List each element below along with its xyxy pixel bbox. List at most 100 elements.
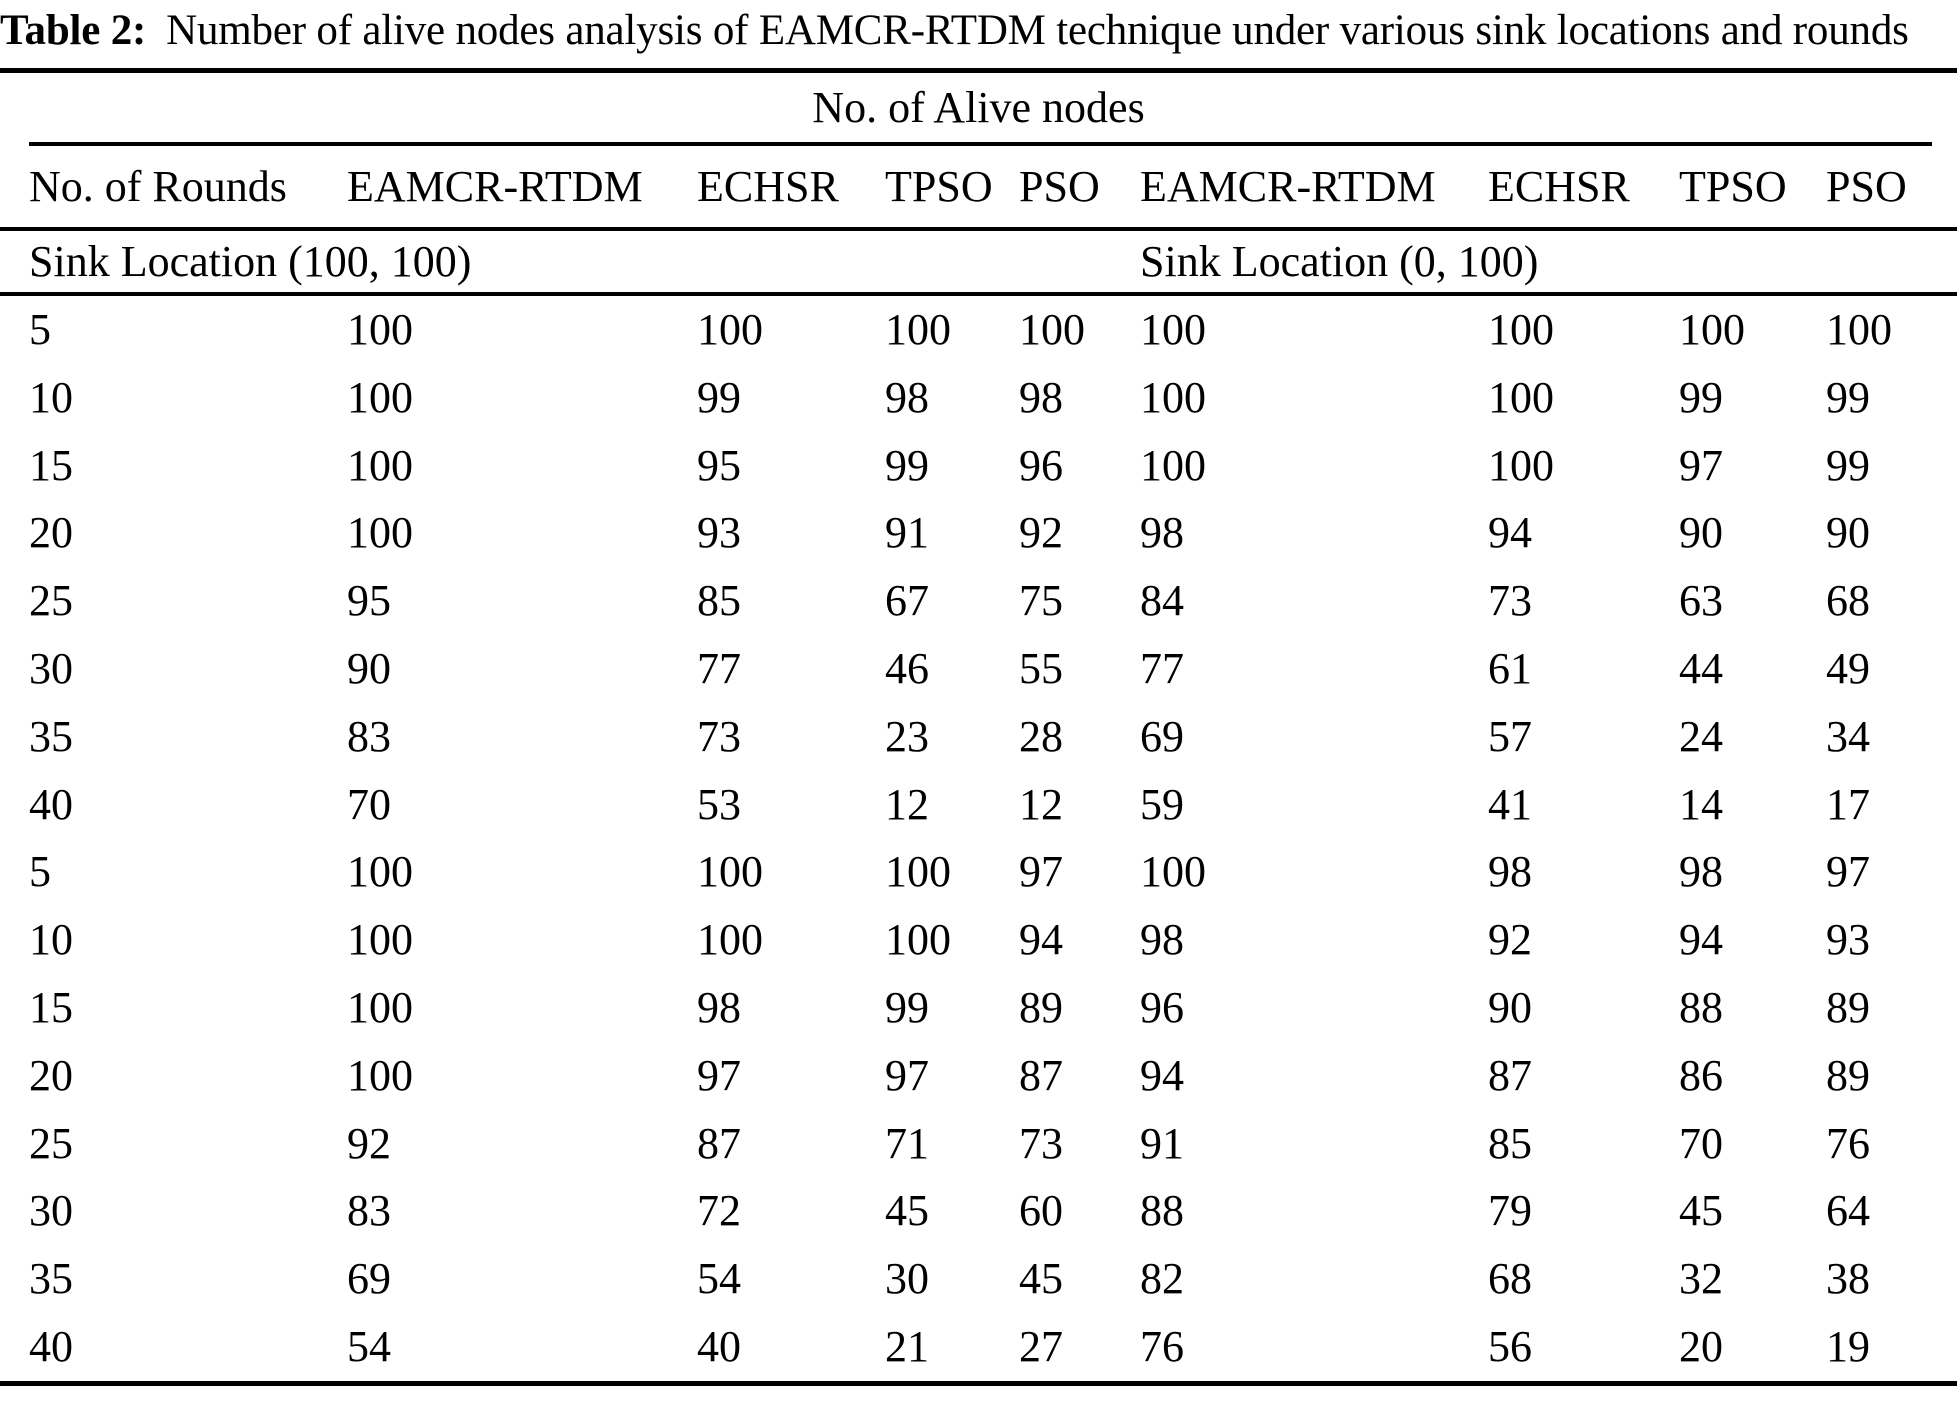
- table-body: 5 100 100 100 100 100 100 100 100 10 100 99 98 98 100 1…: [0, 296, 1957, 1381]
- value-cell: 98: [885, 372, 929, 422]
- value-cell: 100: [697, 915, 763, 965]
- value-cell: 100: [885, 915, 951, 965]
- value-cell: 97: [697, 1050, 741, 1100]
- value-cell: 98: [1679, 847, 1723, 897]
- value-cell: 91: [1140, 1118, 1184, 1168]
- value-cell: 57: [1488, 711, 1532, 761]
- table-caption: Table 2: Number of alive nodes analysis o…: [0, 0, 1957, 68]
- col-header-tpso-1: TPSO: [885, 162, 993, 211]
- table-row: 40 70 53 12 12 59 41 14 17: [29, 771, 1957, 839]
- value-cell: 20: [1679, 1321, 1723, 1371]
- value-cell: 44: [1679, 643, 1723, 693]
- value-cell: 100: [885, 305, 951, 354]
- value-cell: 61: [1488, 643, 1532, 693]
- value-cell: 93: [697, 508, 741, 558]
- value-cell: 98: [1140, 915, 1184, 965]
- value-cell: 99: [885, 440, 929, 490]
- value-cell: 100: [697, 305, 763, 354]
- round-cell: 5: [29, 847, 51, 897]
- value-cell: 12: [1019, 779, 1063, 829]
- table-row: 35 69 54 30 45 82 68 32 38: [29, 1245, 1957, 1313]
- value-cell: 77: [1140, 643, 1184, 693]
- table-row: 10 100 100 100 94 98 92 94 93: [29, 906, 1957, 974]
- table-row: 25 92 87 71 73 91 85 70 76: [29, 1110, 1957, 1178]
- value-cell: 64: [1826, 1186, 1870, 1236]
- value-cell: 89: [1826, 982, 1870, 1032]
- value-cell: 97: [1019, 847, 1063, 897]
- value-cell: 71: [885, 1118, 929, 1168]
- value-cell: 40: [697, 1321, 741, 1371]
- value-cell: 94: [1140, 1050, 1184, 1100]
- value-cell: 100: [347, 440, 413, 490]
- table-row: 25 95 85 67 75 84 73 63 68: [29, 567, 1957, 635]
- value-cell: 93: [1826, 915, 1870, 965]
- value-cell: 76: [1826, 1118, 1870, 1168]
- value-cell: 92: [347, 1118, 391, 1168]
- value-cell: 49: [1826, 643, 1870, 693]
- value-cell: 73: [1488, 576, 1532, 626]
- value-cell: 100: [1019, 305, 1085, 354]
- column-header-row: No. of Rounds EAMCR-RTDM ECHSR TPSO PSO …: [29, 146, 1957, 227]
- section-rule: [0, 292, 1957, 296]
- table-row: 20 100 97 97 87 94 87 86 89: [29, 1042, 1957, 1110]
- value-cell: 88: [1140, 1186, 1184, 1236]
- value-cell: 100: [1140, 440, 1206, 490]
- value-cell: 99: [1826, 372, 1870, 422]
- value-cell: 59: [1140, 779, 1184, 829]
- table-row: 5 100 100 100 97 100 98 98 97: [29, 838, 1957, 906]
- value-cell: 100: [347, 847, 413, 897]
- value-cell: 75: [1019, 576, 1063, 626]
- value-cell: 76: [1140, 1321, 1184, 1371]
- value-cell: 96: [1140, 982, 1184, 1032]
- value-cell: 60: [1019, 1186, 1063, 1236]
- col-header-pso-1: PSO: [1019, 162, 1100, 211]
- value-cell: 87: [1488, 1050, 1532, 1100]
- table-row: 5 100 100 100 100 100 100 100 100: [29, 296, 1957, 364]
- value-cell: 85: [697, 576, 741, 626]
- value-cell: 30: [885, 1254, 929, 1304]
- table-row: 35 83 73 23 28 69 57 24 34: [29, 703, 1957, 771]
- col-header-echsr-2: ECHSR: [1488, 162, 1630, 211]
- table-row: 15 100 95 99 96 100 100 97 99: [29, 432, 1957, 500]
- value-cell: 96: [1019, 440, 1063, 490]
- value-cell: 95: [347, 576, 391, 626]
- value-cell: 45: [1019, 1254, 1063, 1304]
- value-cell: 73: [1019, 1118, 1063, 1168]
- round-cell: 20: [29, 508, 73, 558]
- value-cell: 100: [347, 1050, 413, 1100]
- table-row: 30 90 77 46 55 77 61 44 49: [29, 635, 1957, 703]
- value-cell: 55: [1019, 643, 1063, 693]
- value-cell: 90: [1488, 982, 1532, 1032]
- value-cell: 92: [1488, 915, 1532, 965]
- super-header-rule: [29, 142, 1932, 146]
- round-cell: 40: [29, 1321, 73, 1371]
- value-cell: 99: [1679, 372, 1723, 422]
- col-header-pso-2: PSO: [1826, 162, 1907, 211]
- bottom-rule: [0, 1380, 1957, 1386]
- value-cell: 90: [347, 643, 391, 693]
- value-cell: 73: [697, 711, 741, 761]
- value-cell: 94: [1679, 915, 1723, 965]
- round-cell: 15: [29, 982, 73, 1032]
- caption-label: Table 2:: [0, 7, 147, 54]
- value-cell: 79: [1488, 1186, 1532, 1236]
- value-cell: 91: [885, 508, 929, 558]
- round-cell: 10: [29, 915, 73, 965]
- value-cell: 87: [697, 1118, 741, 1168]
- round-cell: 20: [29, 1050, 73, 1100]
- value-cell: 45: [1679, 1186, 1723, 1236]
- value-cell: 67: [885, 576, 929, 626]
- value-cell: 68: [1826, 576, 1870, 626]
- super-header: No. of Alive nodes: [812, 83, 1145, 132]
- round-cell: 30: [29, 643, 73, 693]
- value-cell: 69: [1140, 711, 1184, 761]
- value-cell: 94: [1019, 915, 1063, 965]
- col-header-eamcr-rtdm-2: EAMCR-RTDM: [1140, 162, 1436, 211]
- value-cell: 34: [1826, 711, 1870, 761]
- value-cell: 92: [1019, 508, 1063, 558]
- value-cell: 89: [1826, 1050, 1870, 1100]
- value-cell: 12: [885, 779, 929, 829]
- value-cell: 83: [347, 1186, 391, 1236]
- value-cell: 100: [347, 982, 413, 1032]
